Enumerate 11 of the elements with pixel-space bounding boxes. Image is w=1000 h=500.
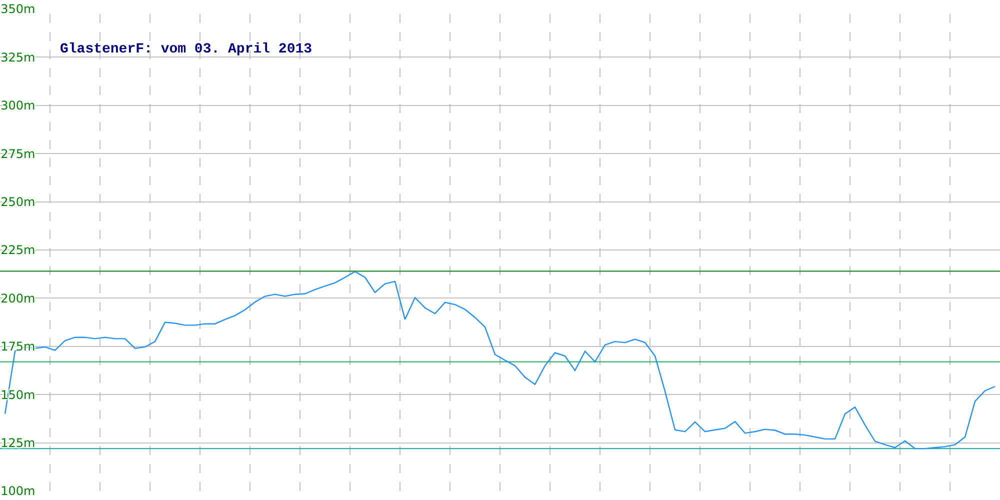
y-tick-label: 300m (0, 98, 36, 113)
y-tick-label: 125m (0, 436, 36, 450)
y-tick-label: 100m (0, 484, 36, 498)
y-tick-label: 350m (0, 2, 36, 16)
text: GlastenerF: vom 03. April 2013 (60, 41, 312, 58)
y-tick-label: 325m (0, 50, 36, 64)
y-tick-label: 275m (0, 146, 36, 161)
y-tick-label: 250m (0, 195, 36, 209)
y-tick-label: 225m (0, 243, 36, 258)
y-tick-label: 175m (0, 340, 36, 354)
y-tick-label: 200m (0, 291, 36, 306)
